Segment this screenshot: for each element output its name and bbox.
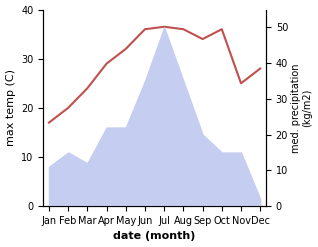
- Y-axis label: med. precipitation
(kg/m2): med. precipitation (kg/m2): [291, 63, 313, 153]
- X-axis label: date (month): date (month): [114, 231, 196, 242]
- Y-axis label: max temp (C): max temp (C): [5, 69, 16, 146]
